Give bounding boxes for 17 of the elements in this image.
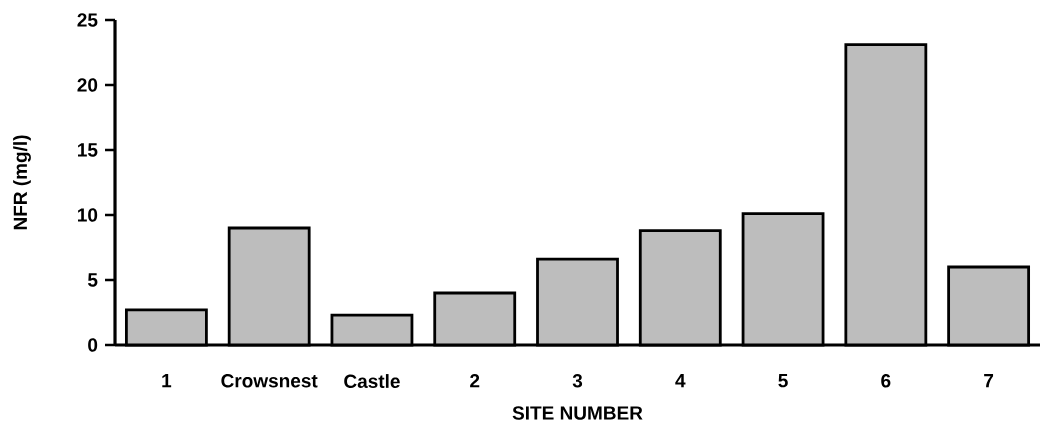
x-tick-label: Crowsnest	[221, 374, 318, 388]
x-tick-label: 5	[778, 374, 788, 388]
x-tick-label: 7	[984, 374, 994, 388]
y-tick-label: 25	[77, 13, 98, 27]
x-tick-label: 4	[675, 374, 686, 388]
y-tick-label: 0	[88, 338, 98, 352]
x-axis-title: SITE NUMBER	[512, 406, 643, 420]
y-tick-label: 10	[78, 208, 98, 222]
y-tick-label: 20	[77, 78, 98, 92]
x-tick-label: 3	[572, 374, 583, 388]
x-tick-label: 6	[881, 374, 891, 388]
y-tick-label: 5	[87, 273, 98, 287]
y-tick-label: 15	[78, 143, 98, 157]
x-tick-label: Castle	[344, 374, 400, 389]
y-axis-title: NFR (mg/l)	[13, 135, 31, 230]
x-tick-label: 2	[470, 374, 480, 388]
x-tick-label: 1	[162, 374, 172, 388]
